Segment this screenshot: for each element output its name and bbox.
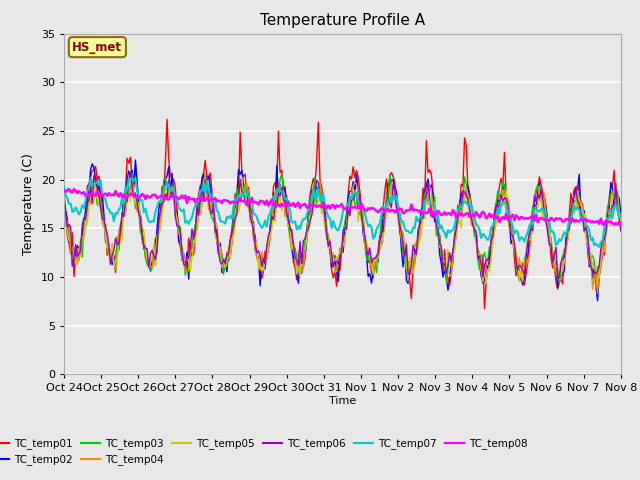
TC_temp06 [67, 224, 74, 230]
TC_temp06 [127, 169, 134, 175]
TC_temp07 [185, 221, 193, 227]
TC_temp06 [185, 255, 193, 261]
TC_temp07 [517, 235, 525, 240]
TC_temp05 [67, 235, 74, 240]
TC_temp01 [67, 251, 74, 256]
TC_temp07 [67, 201, 74, 206]
Line: TC_temp02: TC_temp02 [64, 160, 621, 300]
TC_temp08 [68, 189, 76, 195]
TC_temp05 [227, 255, 234, 261]
TC_temp06 [228, 231, 236, 237]
TC_temp01 [163, 116, 171, 122]
TC_temp08 [524, 216, 532, 222]
TC_temp07 [132, 175, 140, 181]
Text: HS_met: HS_met [72, 41, 122, 54]
TC_temp01 [519, 260, 527, 266]
TC_temp08 [617, 221, 625, 227]
TC_temp08 [374, 209, 382, 215]
TC_temp01 [228, 226, 236, 232]
TC_temp04 [60, 206, 68, 212]
TC_temp07 [617, 214, 625, 220]
TC_temp05 [617, 217, 625, 223]
TC_temp07 [374, 224, 382, 229]
TC_temp05 [519, 277, 527, 283]
TC_temp02 [617, 210, 625, 216]
TC_temp04 [594, 290, 602, 296]
TC_temp06 [554, 277, 561, 283]
TC_temp02 [594, 298, 602, 303]
TC_temp02 [524, 251, 532, 257]
TC_temp08 [185, 194, 193, 200]
TC_temp06 [524, 240, 532, 245]
TC_temp08 [517, 214, 525, 220]
TC_temp08 [65, 186, 73, 192]
TC_temp03 [374, 254, 382, 260]
TC_temp06 [617, 228, 625, 234]
TC_temp01 [374, 247, 382, 253]
TC_temp05 [183, 257, 191, 263]
Line: TC_temp01: TC_temp01 [64, 119, 621, 309]
Line: TC_temp08: TC_temp08 [64, 189, 621, 225]
TC_temp05 [238, 174, 246, 180]
TC_temp06 [517, 264, 525, 269]
TC_temp07 [524, 229, 532, 235]
TC_temp02 [132, 157, 140, 163]
TC_temp06 [60, 200, 68, 206]
TC_temp01 [60, 199, 68, 205]
TC_temp04 [202, 170, 209, 176]
TC_temp08 [611, 222, 618, 228]
TC_temp04 [374, 244, 382, 250]
TC_temp03 [60, 200, 68, 206]
TC_temp03 [592, 287, 600, 293]
TC_temp05 [60, 204, 68, 210]
TC_temp02 [60, 192, 68, 198]
Title: Temperature Profile A: Temperature Profile A [260, 13, 425, 28]
TC_temp07 [595, 244, 603, 250]
TC_temp04 [617, 215, 625, 221]
TC_temp01 [617, 216, 625, 221]
TC_temp04 [183, 269, 191, 275]
Line: TC_temp06: TC_temp06 [64, 172, 621, 280]
Line: TC_temp07: TC_temp07 [64, 178, 621, 247]
TC_temp01 [481, 306, 488, 312]
TC_temp02 [67, 240, 74, 245]
Line: TC_temp04: TC_temp04 [64, 173, 621, 293]
TC_temp03 [185, 266, 193, 272]
TC_temp04 [67, 249, 74, 255]
TC_temp03 [617, 218, 625, 224]
TC_temp05 [374, 255, 382, 261]
Line: TC_temp03: TC_temp03 [64, 173, 621, 290]
TC_temp04 [517, 275, 525, 280]
TC_temp03 [524, 238, 532, 243]
TC_temp03 [517, 268, 525, 274]
X-axis label: Time: Time [329, 396, 356, 406]
TC_temp02 [228, 239, 236, 244]
TC_temp01 [525, 229, 533, 235]
Legend: TC_temp01, TC_temp02, TC_temp03, TC_temp04, TC_temp05, TC_temp06, TC_temp07, TC_: TC_temp01, TC_temp02, TC_temp03, TC_temp… [0, 434, 532, 469]
TC_temp04 [228, 241, 236, 247]
TC_temp03 [128, 170, 136, 176]
TC_temp03 [67, 242, 74, 248]
TC_temp05 [525, 237, 533, 243]
TC_temp04 [524, 257, 532, 263]
TC_temp06 [374, 251, 382, 256]
TC_temp07 [228, 216, 236, 222]
TC_temp02 [517, 275, 525, 281]
TC_temp08 [60, 188, 68, 193]
TC_temp08 [228, 199, 236, 204]
TC_temp07 [60, 184, 68, 190]
TC_temp01 [185, 235, 193, 241]
Line: TC_temp05: TC_temp05 [64, 177, 621, 283]
TC_temp03 [228, 232, 236, 238]
Y-axis label: Temperature (C): Temperature (C) [22, 153, 35, 255]
TC_temp02 [185, 276, 193, 282]
TC_temp05 [483, 280, 490, 286]
TC_temp02 [374, 259, 382, 264]
